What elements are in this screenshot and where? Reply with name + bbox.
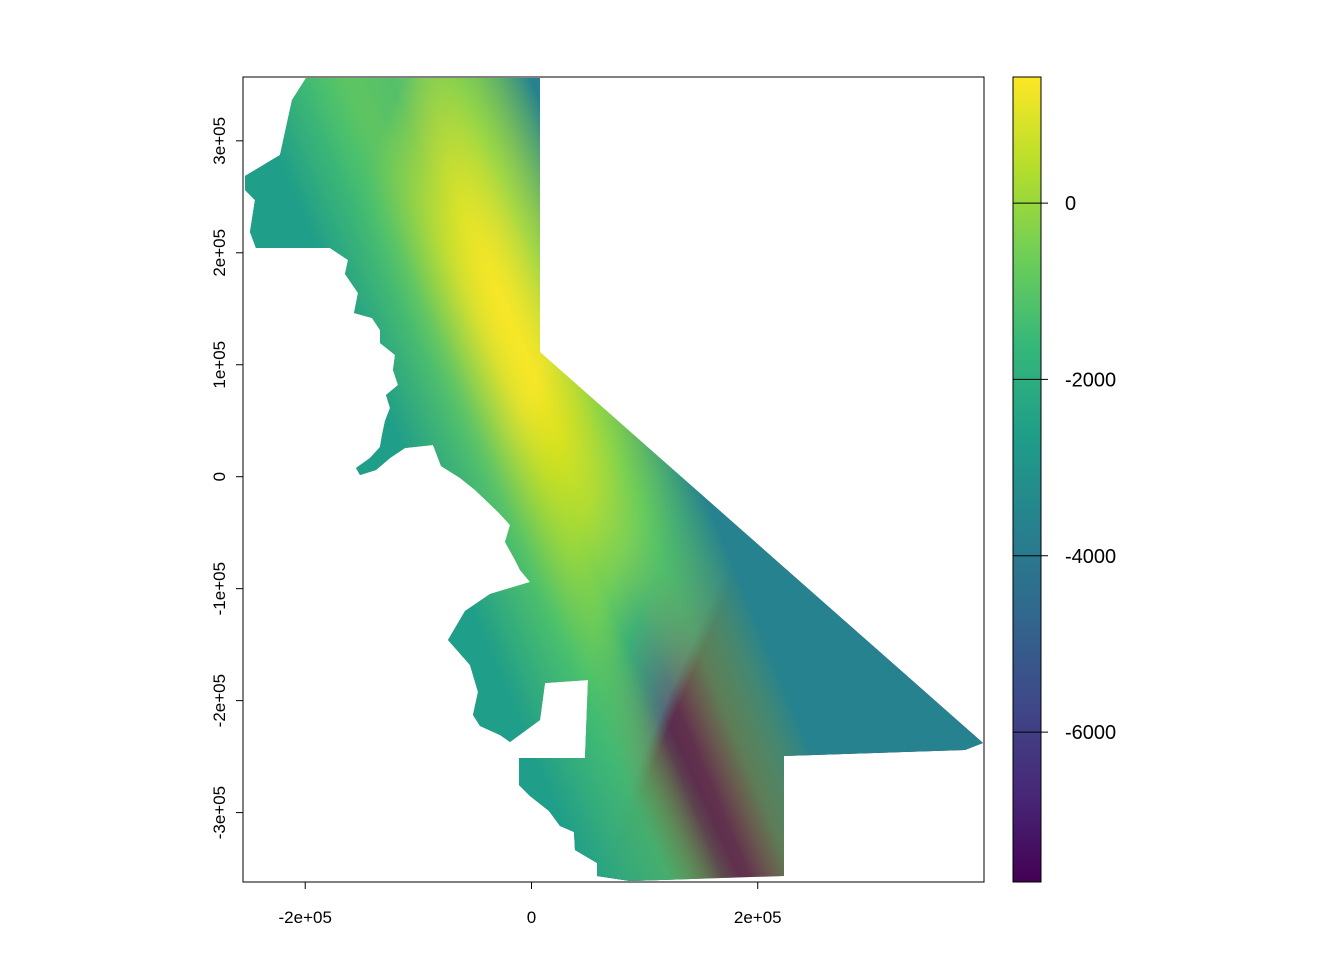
x-axis: -2e+05 0 2e+05 bbox=[279, 882, 782, 927]
x-tick-label: 0 bbox=[527, 908, 536, 927]
colorbar-tick-label: -2000 bbox=[1065, 369, 1116, 391]
y-tick-label: -3e+05 bbox=[210, 786, 229, 839]
colorbar-gradient bbox=[1012, 76, 1042, 883]
raster-layer bbox=[245, 78, 983, 881]
plot-frame bbox=[242, 76, 985, 883]
y-tick-label: 2e+05 bbox=[210, 229, 229, 277]
colorbar-ticks: 0 -2000 -4000 -6000 bbox=[1013, 193, 1116, 744]
y-tick-label: -1e+05 bbox=[210, 562, 229, 615]
x-tick-label: 2e+05 bbox=[734, 908, 782, 927]
colorbar-tick-label: -4000 bbox=[1065, 546, 1116, 568]
colorbar-tick-label: -6000 bbox=[1065, 722, 1116, 744]
x-tick-label: -2e+05 bbox=[279, 908, 332, 927]
y-tick-label: 0 bbox=[210, 472, 229, 481]
y-tick-label: 1e+05 bbox=[210, 341, 229, 389]
colorbar-legend: 0 -2000 -4000 -6000 bbox=[1012, 76, 1116, 883]
colorbar-tick-label: 0 bbox=[1065, 193, 1076, 215]
y-tick-label: -2e+05 bbox=[210, 674, 229, 727]
y-tick-label: 3e+05 bbox=[210, 117, 229, 165]
y-axis: -3e+05 -2e+05 -1e+05 0 1e+05 2e+05 3e+05 bbox=[210, 117, 243, 839]
